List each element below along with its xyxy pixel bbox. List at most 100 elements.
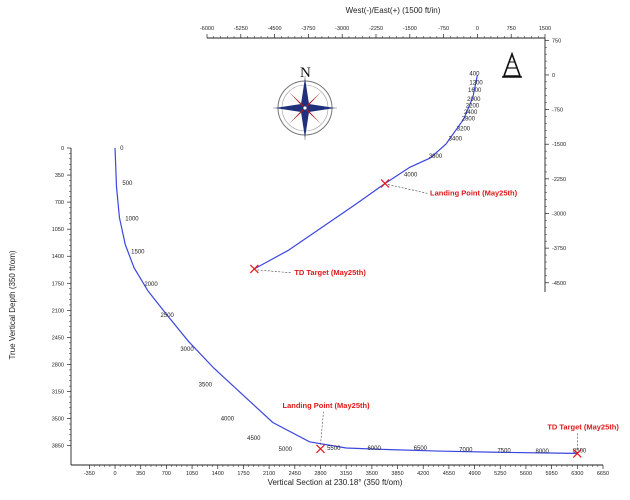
- vs-marker-label: TD Target (May25th): [547, 422, 619, 431]
- plan-x-tick-label: -6000: [200, 26, 214, 32]
- vs-md-label: 4000: [221, 417, 235, 423]
- vs-md-label: 3500: [199, 383, 213, 389]
- vs-x-tick-label: 6650: [597, 471, 609, 477]
- plan-y-tick-label: -3000: [552, 211, 566, 217]
- vs-y-tick-label: 3150: [52, 390, 64, 396]
- plan-view-chart: West(-)/East(+) (1500 ft/in) -6000 -5250 -…: [200, 6, 566, 292]
- plan-md-label: 2000: [467, 97, 481, 103]
- plan-md-label: 2400: [464, 110, 478, 116]
- plan-md-label: 2800: [462, 116, 476, 122]
- vertical-section-chart: Vertical Section at 230.18° (350 ft/om) …: [8, 146, 619, 487]
- vs-x-tick-label: 1400: [212, 471, 224, 477]
- plan-marker-leader: [257, 269, 293, 274]
- vs-x-axis-title: Vertical Section at 230.18° (350 ft/om): [268, 478, 403, 487]
- plan-x-tick-label: -3750: [301, 26, 315, 32]
- plan-x-tick-label: -5250: [234, 26, 248, 32]
- vs-x-tick-label: 4200: [417, 471, 429, 477]
- vs-marker-cross: [316, 444, 325, 454]
- vs-md-label: 5500: [327, 446, 341, 452]
- vs-y-tick-label: 2100: [52, 308, 64, 314]
- vs-marker-leader: [320, 411, 324, 445]
- vs-y-tick-label: 2450: [52, 335, 64, 341]
- compass-rose-icon: [273, 76, 337, 140]
- vs-x-tick-label: 3500: [366, 471, 378, 477]
- vs-y-ticks: 0 350 700 1050 1400 1750 2100 2450 2800 3150 3500 3…: [52, 146, 71, 450]
- plan-x-axis-title: West(-)/East(+) (1500 ft/in): [346, 6, 441, 15]
- plan-y-tick-label: -750: [552, 108, 563, 114]
- vs-y-tick-label: 1750: [52, 281, 64, 287]
- vs-markers: Landing Point (May25th) TD Target (May25t…: [282, 401, 619, 458]
- plan-marker-leader: [387, 184, 429, 194]
- vs-x-tick-label: 1750: [237, 471, 249, 477]
- plan-x-tick-label: -2250: [369, 26, 383, 32]
- vs-x-tick-label: -350: [84, 471, 95, 477]
- vs-x-tick-label: 3850: [391, 471, 403, 477]
- plan-marker-cross: [380, 179, 390, 188]
- plan-md-label: 1200: [469, 80, 483, 86]
- vs-marker-label: Landing Point (May25th): [282, 401, 370, 410]
- vs-y-tick-label: 1400: [52, 254, 64, 260]
- vs-md-label: 3000: [180, 347, 194, 353]
- vs-x-tick-label: 350: [136, 471, 145, 477]
- vs-x-tick-label: 5250: [494, 471, 506, 477]
- vs-marker-cross: [572, 448, 582, 458]
- vs-x-tick-label: 0: [113, 471, 116, 477]
- vs-x-ticks: -350 0 350 700 1050 1400 1750 2100 2450 2800 3150 3…: [84, 465, 609, 477]
- vs-y-tick-label: 0: [61, 146, 64, 152]
- plan-x-tick-label: 0: [476, 26, 479, 32]
- vs-x-tick-label: 700: [162, 471, 171, 477]
- vs-y-tick-label: 3500: [52, 417, 64, 423]
- plan-y-tick-label: 0: [552, 73, 555, 79]
- plan-marker-label: TD Target (May25th): [294, 268, 366, 277]
- vs-md-label: 0: [120, 146, 124, 152]
- vs-y-tick-label: 700: [55, 200, 64, 206]
- plan-y-tick-label: -2250: [552, 177, 566, 183]
- vs-y-tick-label: 350: [55, 173, 64, 179]
- plan-marker-label: Landing Point (May25th): [430, 188, 518, 197]
- vs-x-tick-label: 2100: [263, 471, 275, 477]
- plan-y-tick-label: -3750: [552, 246, 566, 252]
- vs-md-label: 7500: [497, 448, 511, 454]
- plan-wellpath-line: [254, 74, 478, 270]
- plan-x-tick-label: 1500: [539, 26, 551, 32]
- vs-md-label: 2000: [144, 282, 158, 288]
- plan-x-ticks: -6000 -5250 -4500 -3750 -3000 -2250 -1500 -750 0…: [200, 26, 551, 38]
- vs-y-tick-label: 1050: [52, 227, 64, 233]
- plan-md-label: 3400: [449, 137, 463, 143]
- plan-x-tick-label: 750: [507, 26, 516, 32]
- plan-x-tick-label: -3000: [335, 26, 349, 32]
- plan-markers: Landing Point (May25th) TD Target (May25t…: [249, 179, 518, 277]
- plan-md-label: 1600: [468, 88, 482, 94]
- vs-md-label: 6000: [367, 446, 381, 452]
- vs-md-label: 6500: [414, 446, 428, 452]
- vs-md-label: 500: [122, 181, 133, 187]
- vs-x-tick-label: 4900: [468, 471, 480, 477]
- plan-md-label: 3200: [457, 127, 471, 133]
- vs-md-label: 8000: [535, 449, 549, 455]
- vs-y-tick-label: 3850: [52, 444, 64, 450]
- plan-md-label: 3800: [429, 154, 443, 160]
- plan-y-tick-label: 750: [552, 38, 561, 44]
- vs-wellpath-line: [114, 147, 578, 455]
- vs-x-tick-label: 2450: [289, 471, 301, 477]
- vs-md-label: 2500: [161, 313, 175, 319]
- vs-md-label: 1000: [125, 216, 139, 222]
- compass-north-label: N: [300, 65, 311, 81]
- vs-md-label: 4500: [247, 436, 261, 442]
- plan-y-ticks: 750 0 -750 -1500 -2250 -3000 -3750 -4500: [545, 38, 566, 287]
- vs-x-tick-label: 1050: [186, 471, 198, 477]
- plan-marker-cross: [249, 264, 259, 274]
- vs-x-tick-label: 3150: [340, 471, 352, 477]
- drilling-rig-icon: [502, 51, 522, 78]
- plan-y-tick-label: -4500: [552, 281, 566, 287]
- vs-x-tick-label: 6300: [571, 471, 583, 477]
- plan-md-label: 400: [469, 72, 480, 78]
- plan-x-tick-label: -1500: [403, 26, 417, 32]
- plan-x-tick-label: -4500: [268, 26, 282, 32]
- vs-md-label: 1500: [131, 250, 145, 256]
- vs-x-tick-label: 5950: [546, 471, 558, 477]
- plan-md-label: 2200: [466, 103, 480, 109]
